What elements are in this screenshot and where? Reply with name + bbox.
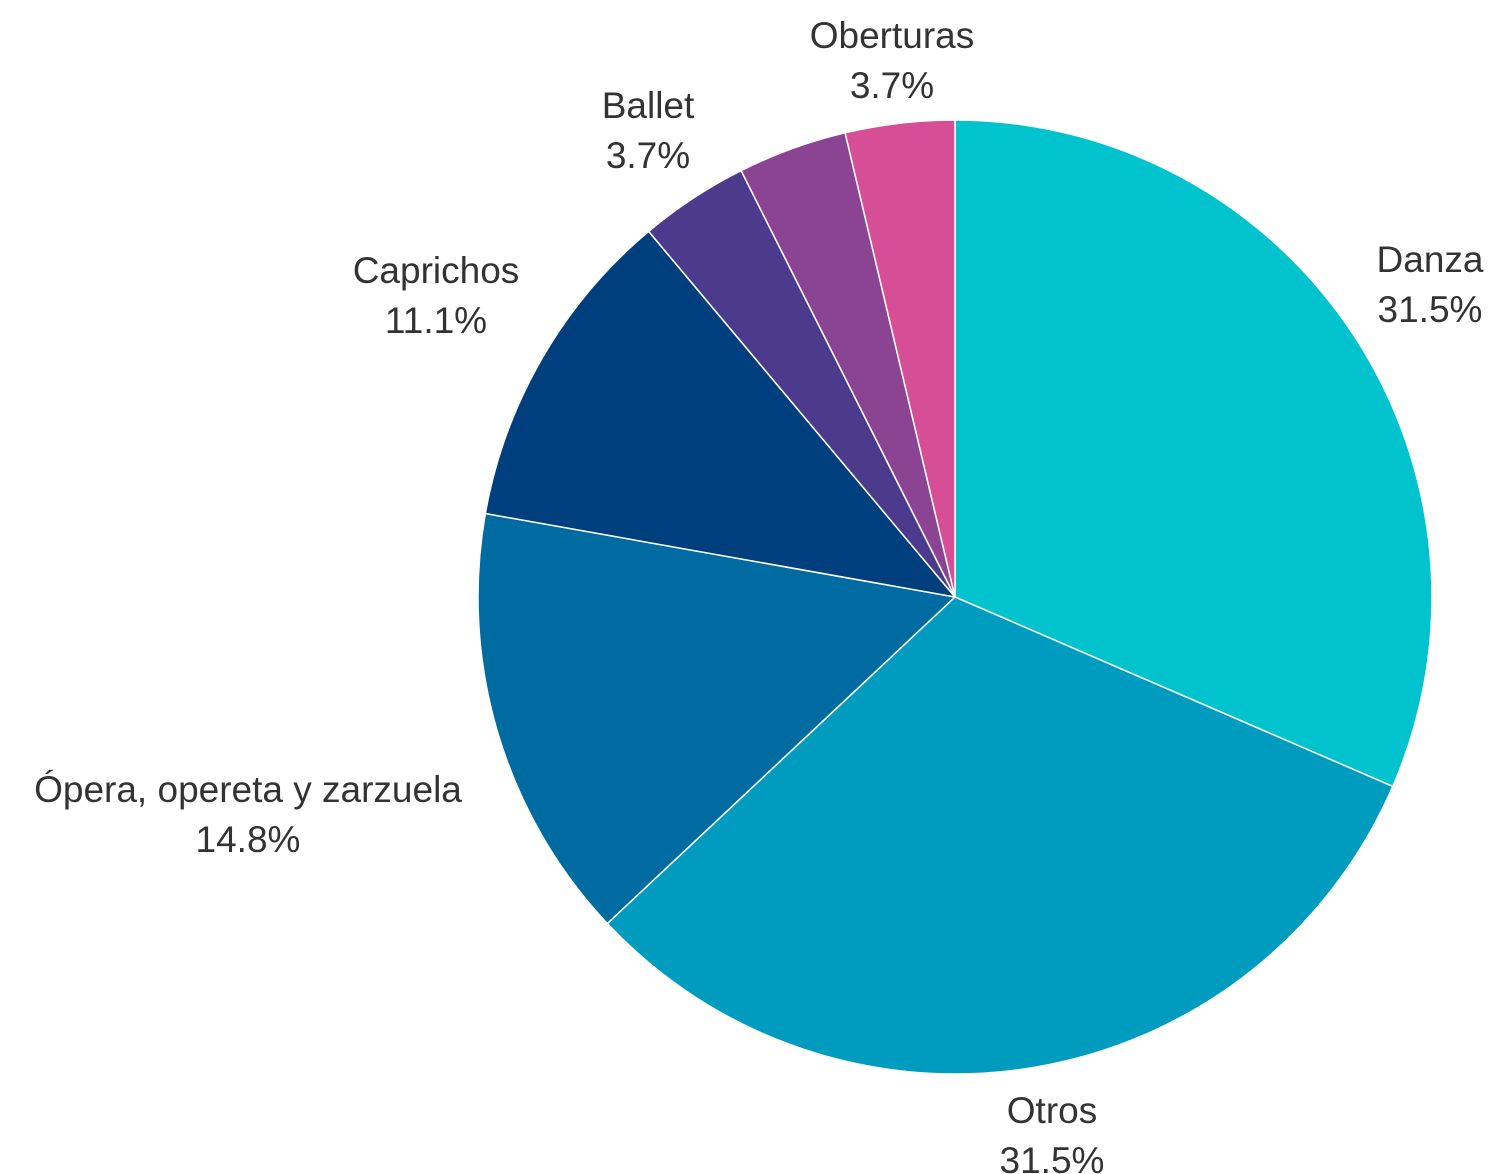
pie-slice-opera-opereta-y-zarzuela	[477, 512, 957, 925]
pie-slice-otros	[606, 596, 1394, 1075]
slice-label-otros: Otros	[1007, 1090, 1097, 1131]
slice-label-ballet: Ballet	[602, 85, 695, 126]
slice-label-danza: Danza	[1377, 239, 1484, 280]
slice-value-danza: 31.5%	[1378, 289, 1483, 330]
pie-slice-danza	[954, 119, 1433, 788]
slice-value-otros: 31.5%	[1000, 1140, 1105, 1174]
slice-value-caprichos: 11.1%	[385, 300, 487, 341]
slice-value-ballet: 3.7%	[606, 135, 690, 176]
pie-slice-unlabeled-6	[844, 119, 956, 598]
pie-slice-caprichos	[484, 230, 957, 599]
slices-layer	[477, 119, 1433, 1075]
slice-label-caprichos: Caprichos	[353, 250, 520, 291]
slice-value-oberturas: 3.7%	[850, 65, 934, 106]
slice-label-opera-opereta-y-zarzuela: Ópera, opereta y zarzuela	[34, 769, 462, 810]
slice-label-oberturas: Oberturas	[810, 15, 975, 56]
slice-value-opera-opereta-y-zarzuela: 14.8%	[196, 819, 301, 860]
labels-layer: Danza 31.5% Otros 31.5% Ópera, opereta y zar…	[34, 15, 1484, 1174]
